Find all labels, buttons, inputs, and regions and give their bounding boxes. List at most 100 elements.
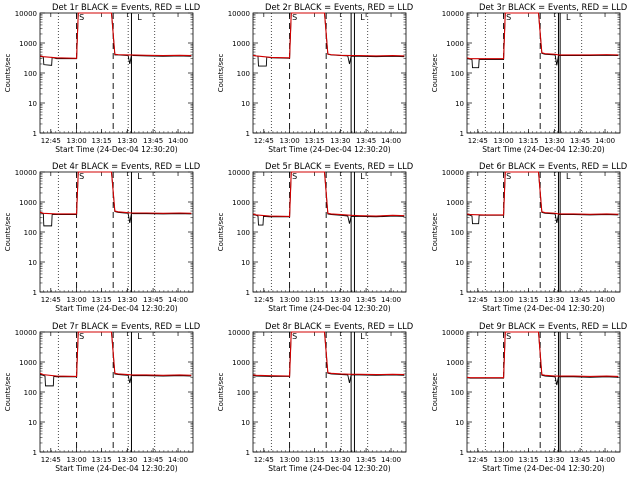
- x-tick-label: 14:00: [595, 456, 615, 464]
- x-tick-label: 13:30: [117, 456, 137, 464]
- events-series-line: [467, 12, 619, 69]
- x-tick-label: 14:00: [595, 137, 615, 145]
- panel-title: Det 1r BLACK = Events, RED = LLD: [52, 2, 200, 12]
- x-axis-label: Start Time (24-Dec-04 12:30:20): [268, 145, 390, 154]
- y-tick-label: 1: [246, 130, 250, 138]
- x-tick-label: 14:00: [168, 456, 188, 464]
- y-tick-label: 1000: [19, 199, 37, 207]
- y-tick-label: 10: [28, 259, 37, 267]
- x-tick-label: 13:30: [544, 137, 564, 145]
- x-tick-label: 13:45: [143, 296, 163, 304]
- events-series-line: [467, 171, 619, 225]
- y-axis-label: Counts/sec: [431, 213, 439, 252]
- events-series-line: [253, 171, 405, 226]
- lld-series-line: [40, 331, 192, 378]
- y-tick-label: 1000: [19, 359, 37, 367]
- annotation-s: S: [79, 13, 84, 22]
- panel-frame: [252, 331, 407, 453]
- lld-series-line: [40, 171, 192, 215]
- x-tick-label: 13:45: [143, 137, 163, 145]
- detector-panel: Det 9r BLACK = Events, RED = LLD 1 10 100 10…: [431, 321, 627, 473]
- x-tick-label: 13:00: [493, 296, 513, 304]
- y-tick-label: 10000: [228, 10, 250, 18]
- x-tick-label: 14:00: [381, 137, 401, 145]
- y-axis-label: Counts/sec: [217, 54, 225, 93]
- annotation-s: S: [79, 332, 84, 341]
- y-axis-label: Counts/sec: [4, 213, 12, 252]
- y-tick-label: 10: [241, 419, 250, 427]
- x-axis-label: Start Time (24-Dec-04 12:30:20): [482, 464, 604, 473]
- annotation-l: L: [360, 332, 365, 341]
- x-tick-label: 12:45: [254, 296, 274, 304]
- y-tick-label: 100: [237, 229, 250, 237]
- lld-series-line: [467, 331, 619, 379]
- y-tick-label: 100: [237, 389, 250, 397]
- x-tick-label: 14:00: [168, 137, 188, 145]
- x-tick-label: 13:45: [570, 137, 590, 145]
- lld-series-line: [467, 171, 619, 216]
- y-tick-label: 1: [460, 130, 464, 138]
- x-tick-label: 13:30: [544, 296, 564, 304]
- y-axis-label: Counts/sec: [217, 373, 225, 412]
- y-tick-label: 100: [451, 389, 464, 397]
- x-tick-label: 13:15: [91, 456, 111, 464]
- x-axis-label: Start Time (24-Dec-04 12:30:20): [55, 304, 177, 313]
- events-series-line: [40, 171, 192, 227]
- panel-title: Det 2r BLACK = Events, RED = LLD: [265, 2, 413, 12]
- detector-panel: Det 7r BLACK = Events, RED = LLD 1 10 100 10…: [4, 321, 200, 473]
- y-tick-label: 100: [451, 229, 464, 237]
- annotation-l: L: [360, 13, 365, 22]
- annotation-l: L: [566, 172, 571, 181]
- y-tick-label: 1000: [446, 40, 464, 48]
- annotation-s: S: [506, 172, 511, 181]
- detector-panel: Det 5r BLACK = Events, RED = LLD 1 10 100 10…: [217, 161, 413, 313]
- x-tick-label: 12:45: [468, 456, 488, 464]
- y-tick-label: 10: [28, 100, 37, 108]
- annotation-l: L: [137, 332, 142, 341]
- x-tick-label: 12:45: [41, 137, 61, 145]
- panel-title: Det 7r BLACK = Events, RED = LLD: [52, 321, 200, 331]
- y-tick-label: 10000: [442, 169, 464, 177]
- y-tick-label: 100: [24, 229, 37, 237]
- panel-frame: [39, 331, 194, 453]
- y-tick-label: 10: [241, 259, 250, 267]
- annotation-s: S: [79, 172, 84, 181]
- x-axis-label: Start Time (24-Dec-04 12:30:20): [268, 464, 390, 473]
- y-tick-label: 100: [237, 70, 250, 78]
- annotation-s: S: [292, 332, 297, 341]
- y-tick-label: 1: [246, 289, 250, 297]
- x-tick-label: 13:15: [304, 296, 324, 304]
- detector-panel: Det 6r BLACK = Events, RED = LLD 1 10 100 10…: [431, 161, 627, 313]
- x-tick-label: 13:45: [570, 296, 590, 304]
- x-tick-label: 13:30: [330, 137, 350, 145]
- annotation-s: S: [506, 332, 511, 341]
- y-tick-label: 1000: [232, 359, 250, 367]
- y-axis-label: Counts/sec: [4, 54, 12, 93]
- y-tick-label: 10000: [442, 329, 464, 337]
- events-series-line: [253, 12, 405, 67]
- y-tick-label: 10000: [15, 169, 37, 177]
- x-tick-label: 12:45: [41, 456, 61, 464]
- y-tick-label: 10: [28, 419, 37, 427]
- x-tick-label: 13:00: [279, 296, 299, 304]
- x-tick-label: 13:00: [279, 456, 299, 464]
- panel-frame: [466, 331, 621, 453]
- events-series-line: [40, 331, 192, 387]
- x-tick-label: 13:00: [493, 456, 513, 464]
- annotation-l: L: [566, 13, 571, 22]
- y-tick-label: 1: [33, 130, 37, 138]
- x-tick-label: 13:45: [143, 456, 163, 464]
- x-tick-label: 13:45: [356, 456, 376, 464]
- x-axis-label: Start Time (24-Dec-04 12:30:20): [55, 145, 177, 154]
- x-tick-label: 13:15: [518, 456, 538, 464]
- annotation-l: L: [566, 332, 571, 341]
- panel-frame: [252, 171, 407, 293]
- y-tick-label: 1000: [19, 40, 37, 48]
- panel-title: Det 4r BLACK = Events, RED = LLD: [52, 161, 200, 171]
- x-axis-label: Start Time (24-Dec-04 12:30:20): [268, 304, 390, 313]
- panel-frame: [466, 12, 621, 134]
- y-axis-label: Counts/sec: [4, 373, 12, 412]
- events-series-line: [467, 331, 619, 386]
- x-axis-label: Start Time (24-Dec-04 12:30:20): [482, 304, 604, 313]
